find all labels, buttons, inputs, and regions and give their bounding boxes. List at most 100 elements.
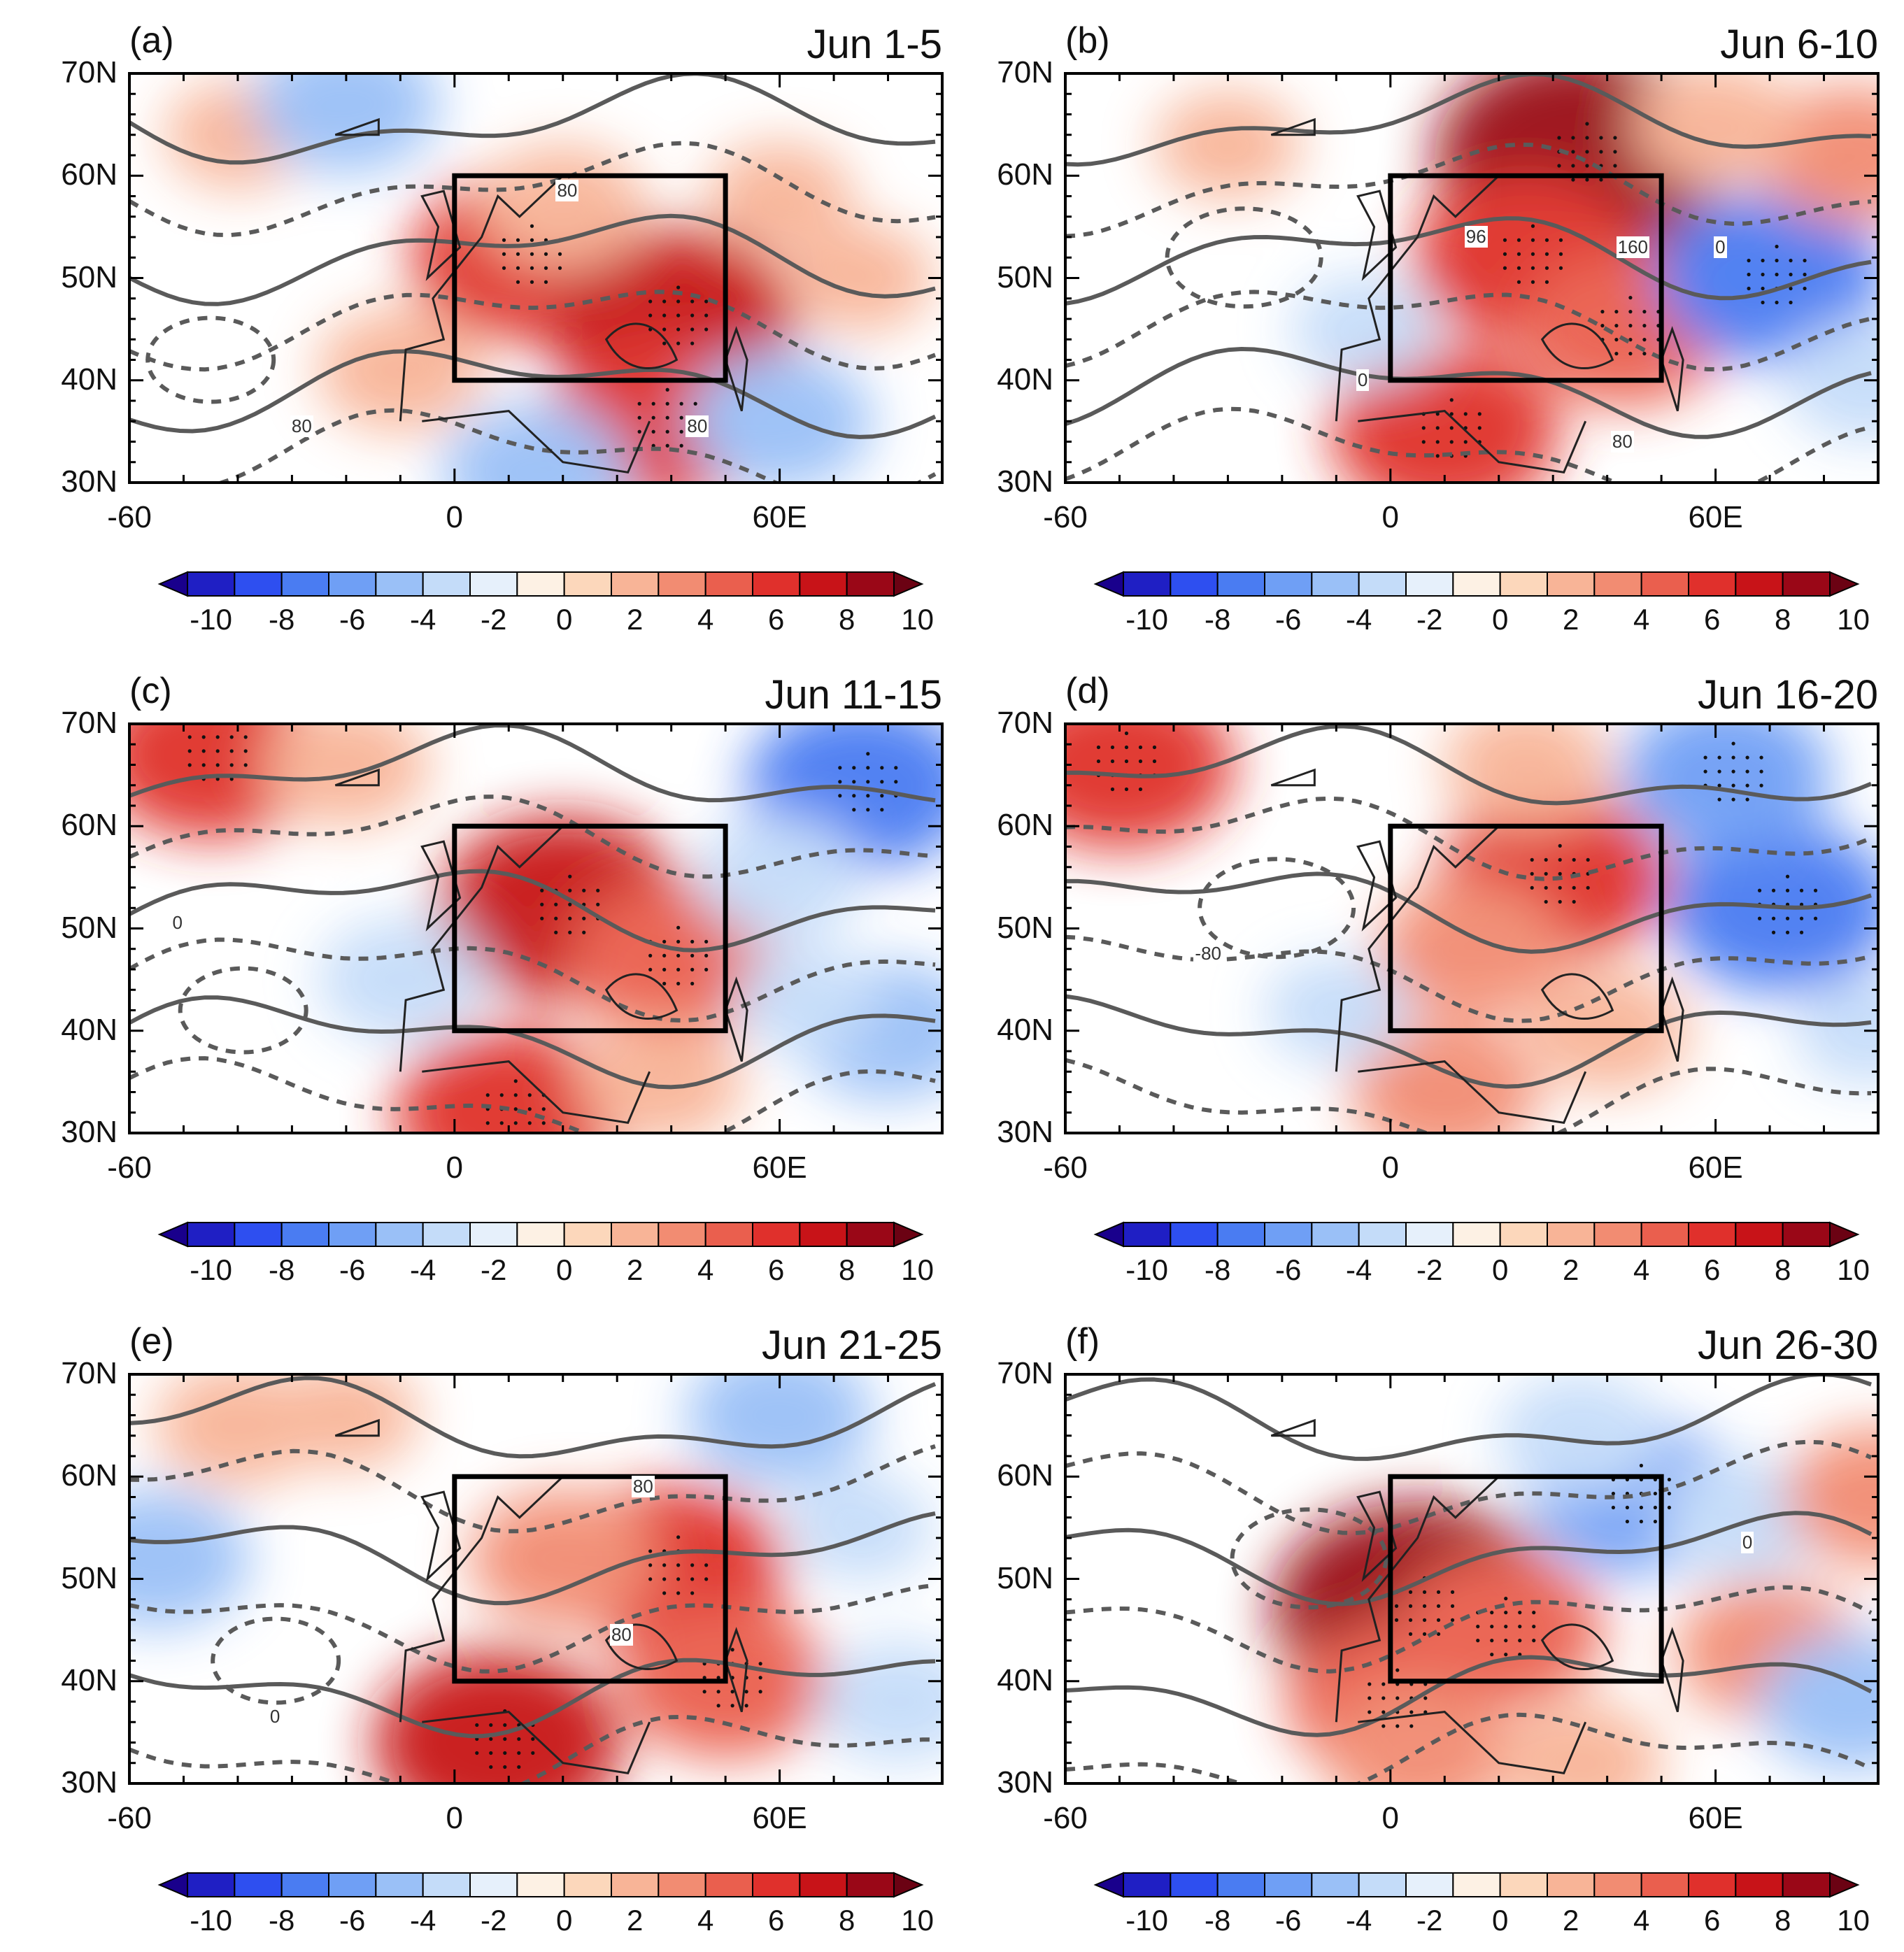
colorbar-tick-label: 0 <box>555 603 573 636</box>
y-tick-label: 30N <box>61 1765 118 1800</box>
y-tick-label: 30N <box>997 464 1053 499</box>
significance-dot <box>1614 338 1619 342</box>
significance-dot <box>1502 266 1507 270</box>
significance-dot <box>676 1563 681 1567</box>
significance-dot <box>1504 1639 1508 1643</box>
significance-dot <box>1436 1604 1441 1608</box>
colorbar-segment <box>611 1222 660 1247</box>
significance-dot <box>676 939 681 943</box>
y-tick-label: 70N <box>997 55 1053 90</box>
significance-dot <box>1571 136 1575 140</box>
significance-dot <box>1516 238 1521 242</box>
height-contour <box>129 869 936 953</box>
x-tick-label: 0 <box>446 1801 464 1835</box>
height-contour <box>1065 406 1872 483</box>
height-contour <box>129 1444 936 1534</box>
significance-dot <box>187 763 192 767</box>
colorbar <box>1093 1221 1860 1248</box>
significance-dot <box>716 1704 720 1708</box>
significance-dot <box>554 930 558 934</box>
significance-dot <box>1530 280 1535 284</box>
panel-label: (d) <box>1065 671 1110 711</box>
y-tick-label: 30N <box>61 1115 118 1149</box>
y-tick-label: 50N <box>997 259 1053 294</box>
significance-dot <box>1490 1639 1494 1643</box>
significance-dot <box>758 1662 762 1666</box>
significance-dot <box>582 888 586 892</box>
colorbar-max-arrow <box>893 1221 924 1248</box>
x-tick-label: 60E <box>752 1801 807 1835</box>
significance-dot <box>1585 150 1589 154</box>
colorbar-segment <box>1123 1222 1172 1247</box>
y-tick-label: 70N <box>61 1356 118 1390</box>
significance-dot <box>517 1737 521 1741</box>
colorbar-tick-label: 8 <box>1774 1904 1791 1937</box>
significance-dot <box>1761 286 1765 291</box>
significance-dot <box>1585 122 1589 126</box>
significance-dot <box>1571 164 1575 168</box>
anomaly-region <box>479 145 646 269</box>
colorbar-segment <box>1311 571 1360 597</box>
significance-dot <box>1639 1505 1643 1510</box>
significance-dot <box>1585 178 1589 182</box>
significance-dot <box>1367 1682 1372 1686</box>
significance-dot <box>838 766 842 770</box>
significance-dot <box>1435 426 1440 430</box>
significance-dot <box>1449 398 1454 402</box>
iceland <box>334 117 380 136</box>
significance-dot <box>1789 300 1793 305</box>
x-tick-label: -60 <box>107 500 152 534</box>
significance-dot <box>1463 412 1468 416</box>
height-contour <box>129 213 936 306</box>
significance-dot <box>690 1591 695 1595</box>
significance-dot <box>503 1765 507 1769</box>
significance-dot <box>568 874 572 878</box>
significance-dot <box>229 735 234 739</box>
significance-dot <box>513 1107 518 1111</box>
significance-dot <box>1394 1604 1399 1608</box>
significance-dot <box>866 752 870 756</box>
significance-dot <box>1490 1611 1494 1615</box>
colorbar-tick-label: 6 <box>1703 1253 1721 1286</box>
coastline <box>422 1711 651 1775</box>
colorbar-segment <box>752 1872 801 1897</box>
significance-dot <box>1731 769 1735 774</box>
colorbar-tick-label: -6 <box>1274 603 1302 636</box>
colorbar-segment <box>1311 1222 1360 1247</box>
significance-dot <box>201 749 206 753</box>
significance-dot <box>1530 885 1534 890</box>
y-tick-label: 30N <box>997 1115 1053 1149</box>
caspian-sea <box>724 976 748 1062</box>
significance-dot <box>1544 871 1548 876</box>
height-contour <box>129 408 937 483</box>
significance-dot <box>1421 440 1426 444</box>
colorbar-max-arrow <box>893 1872 924 1898</box>
closed-contour <box>178 966 308 1055</box>
colorbar-segment <box>1593 1222 1642 1247</box>
significance-dot <box>1490 1653 1494 1657</box>
colorbar-segment <box>1216 1872 1265 1897</box>
significance-dot <box>489 1765 493 1769</box>
analysis-box <box>1388 823 1664 1034</box>
significance-dot <box>1504 1611 1508 1615</box>
significance-dot <box>517 1765 521 1769</box>
y-tick-label: 30N <box>997 1765 1053 1800</box>
colorbar-segment <box>1640 571 1690 597</box>
colorbar-tick-label: -6 <box>339 1904 366 1937</box>
significance-dot <box>1532 1625 1536 1629</box>
significance-dot <box>1518 1611 1522 1615</box>
significance-dot <box>1544 885 1548 890</box>
y-tick-label: 50N <box>61 1560 118 1595</box>
significance-dot <box>1703 769 1707 774</box>
significance-dot <box>704 1563 709 1567</box>
height-contour <box>1065 1712 1873 1783</box>
significance-dot <box>1653 1491 1657 1496</box>
colorbar-tick-label: -8 <box>1204 1904 1231 1937</box>
significance-dot <box>582 930 586 934</box>
significance-dot <box>517 1751 521 1755</box>
significance-dot <box>637 429 641 434</box>
significance-dot <box>690 1563 695 1567</box>
black-sea <box>1540 322 1614 369</box>
significance-dot <box>229 749 234 753</box>
colorbar-segment <box>1499 1222 1549 1247</box>
